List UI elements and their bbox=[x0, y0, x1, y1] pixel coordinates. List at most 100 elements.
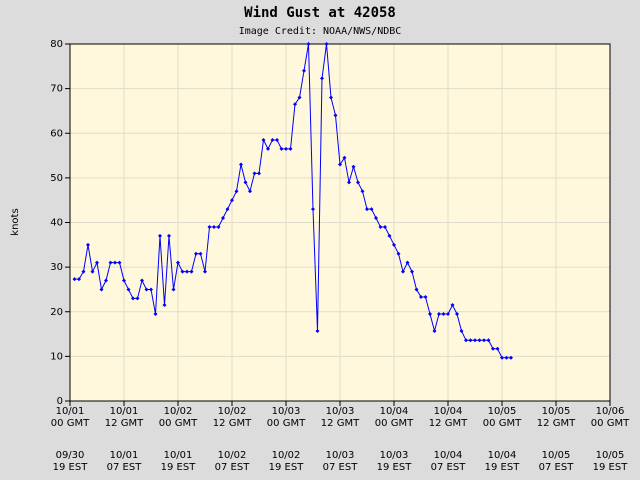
chart-title: Wind Gust at 42058 bbox=[244, 5, 396, 21]
y-tick-label: 10 bbox=[50, 351, 63, 362]
point bbox=[360, 189, 365, 194]
point bbox=[347, 180, 351, 185]
point bbox=[104, 278, 108, 283]
plot-border bbox=[69, 43, 611, 402]
y-tick-label: 40 bbox=[50, 218, 63, 229]
point bbox=[486, 338, 491, 343]
point bbox=[167, 233, 171, 238]
point bbox=[441, 311, 446, 316]
point bbox=[171, 287, 176, 292]
x-tick-label: 10/03 00 GMT bbox=[266, 406, 306, 429]
point bbox=[329, 95, 333, 100]
point bbox=[482, 338, 486, 343]
point bbox=[338, 162, 342, 167]
point bbox=[315, 328, 320, 333]
point bbox=[450, 303, 455, 308]
point bbox=[270, 137, 275, 142]
point bbox=[410, 269, 414, 274]
point bbox=[257, 171, 261, 176]
point bbox=[306, 42, 311, 46]
y-tick-label: 70 bbox=[50, 84, 63, 95]
point bbox=[419, 295, 423, 300]
y-tick-label: 60 bbox=[50, 128, 63, 139]
point bbox=[180, 269, 185, 274]
point bbox=[216, 224, 221, 229]
x-tick-label-local: 10/03 19 EST bbox=[376, 450, 412, 473]
point bbox=[324, 42, 329, 46]
x-tick-label-local: 10/01 19 EST bbox=[160, 450, 196, 473]
point bbox=[495, 346, 500, 351]
y-tick-label: 50 bbox=[50, 173, 63, 184]
point bbox=[99, 287, 104, 292]
point bbox=[198, 251, 203, 256]
point bbox=[387, 233, 392, 238]
y-axis-label: knots bbox=[10, 208, 21, 235]
x-tick-label-local: 09/30 19 EST bbox=[52, 450, 88, 473]
point bbox=[230, 198, 234, 203]
y-tick-label: 80 bbox=[50, 39, 63, 50]
point bbox=[500, 355, 504, 360]
point bbox=[158, 233, 162, 238]
x-tick-label-local: 10/01 07 EST bbox=[106, 450, 142, 473]
point bbox=[302, 68, 306, 73]
x-tick-label: 10/01 12 GMT bbox=[104, 406, 144, 429]
point bbox=[108, 260, 113, 265]
point bbox=[77, 277, 81, 282]
point bbox=[396, 251, 401, 256]
point bbox=[468, 338, 473, 343]
y-tick-label: 30 bbox=[50, 262, 63, 273]
point bbox=[311, 207, 315, 212]
point bbox=[459, 328, 464, 333]
point bbox=[212, 224, 216, 229]
point bbox=[176, 260, 180, 265]
point bbox=[284, 146, 288, 151]
point bbox=[131, 296, 135, 301]
point bbox=[234, 189, 239, 194]
point bbox=[72, 277, 77, 282]
point bbox=[455, 311, 459, 316]
point bbox=[90, 269, 95, 274]
point bbox=[432, 328, 437, 333]
x-tick-label-local: 10/05 07 EST bbox=[538, 450, 574, 473]
point bbox=[428, 311, 432, 316]
point bbox=[95, 260, 99, 265]
point bbox=[194, 251, 198, 256]
x-tick-label: 10/05 12 GMT bbox=[536, 406, 576, 429]
point bbox=[333, 113, 338, 118]
point bbox=[207, 224, 212, 229]
point bbox=[113, 260, 117, 265]
point bbox=[464, 338, 468, 343]
point bbox=[378, 224, 383, 229]
point bbox=[320, 76, 324, 81]
point bbox=[252, 171, 257, 176]
point bbox=[279, 146, 284, 151]
point bbox=[225, 207, 230, 212]
point bbox=[140, 278, 144, 283]
point bbox=[392, 242, 396, 247]
point bbox=[437, 311, 441, 316]
point bbox=[248, 189, 252, 194]
point bbox=[122, 278, 126, 283]
point bbox=[414, 287, 419, 292]
point bbox=[365, 207, 369, 212]
point bbox=[81, 269, 86, 274]
point bbox=[369, 207, 374, 212]
x-tick-label-local: 10/03 07 EST bbox=[322, 450, 358, 473]
point bbox=[383, 224, 387, 229]
point bbox=[149, 287, 153, 292]
point bbox=[185, 269, 189, 274]
point bbox=[477, 338, 482, 343]
point bbox=[243, 180, 248, 185]
point bbox=[356, 180, 360, 185]
point bbox=[342, 155, 347, 160]
point bbox=[401, 269, 405, 274]
y-tick-label: 20 bbox=[50, 307, 63, 318]
point bbox=[351, 164, 356, 169]
y-tick-label: 0 bbox=[57, 396, 63, 407]
chart-subtitle: Image Credit: NOAA/NWS/NDBC bbox=[239, 26, 402, 37]
point bbox=[239, 162, 243, 167]
x-tick-label: 10/02 12 GMT bbox=[212, 406, 252, 429]
point bbox=[473, 338, 477, 343]
x-tick-label-local: 10/05 19 EST bbox=[592, 450, 628, 473]
